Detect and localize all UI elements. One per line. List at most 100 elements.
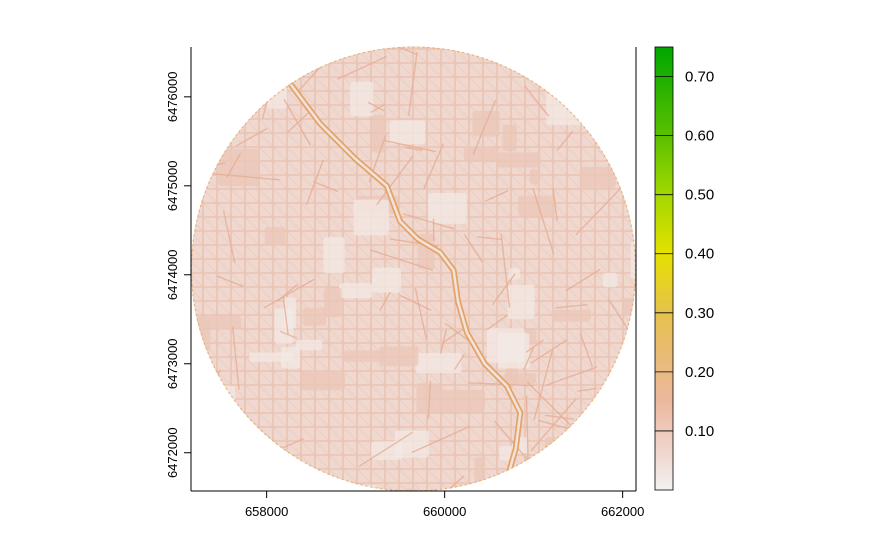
- raster-patch: [353, 199, 389, 236]
- raster-street: [575, 182, 626, 236]
- raster-street: [370, 249, 434, 271]
- raster-street: [228, 467, 247, 472]
- raster-patch: [486, 328, 525, 363]
- raster-street: [500, 233, 511, 308]
- raster-patch: [588, 99, 618, 108]
- raster-street: [486, 314, 509, 331]
- raster-patch: [463, 146, 496, 163]
- raster-street: [552, 187, 558, 221]
- y-tick-label: 6473000: [165, 338, 180, 389]
- raster-street: [384, 139, 437, 153]
- raster-patch: [202, 385, 236, 416]
- raster-street: [530, 338, 568, 364]
- raster-street: [216, 275, 244, 288]
- raster-street: [523, 346, 535, 370]
- raster-patch: [439, 389, 485, 413]
- raster-patch: [416, 383, 441, 414]
- raster-patch: [529, 169, 541, 185]
- colorbar-label: 0.20: [685, 364, 714, 381]
- raster-street: [402, 213, 454, 230]
- raster-street: [214, 173, 280, 181]
- raster-patch: [372, 114, 385, 153]
- raster-street: [282, 296, 289, 335]
- raster-patch: [600, 47, 616, 68]
- raster-street: [491, 273, 516, 306]
- colorbar-label: 0.10: [685, 423, 714, 440]
- raster-street: [463, 234, 483, 263]
- colorbar-label: 0.60: [685, 128, 714, 145]
- raster-street: [472, 99, 497, 156]
- raster-street: [616, 169, 631, 181]
- y-axis: 6472000 6473000 6474000 6475000 6476000: [165, 72, 191, 478]
- raster-street: [367, 101, 385, 112]
- raster-street: [222, 210, 236, 263]
- raster-patch: [404, 488, 418, 492]
- raster-patch: [323, 287, 342, 318]
- raster-street: [493, 420, 532, 464]
- raster-patch: [579, 166, 616, 188]
- raster-patch: [428, 193, 467, 224]
- raster-street: [225, 152, 242, 179]
- raster-street: [542, 50, 592, 70]
- raster-street: [565, 268, 601, 292]
- raster-street: [287, 108, 313, 133]
- raster-patch: [218, 148, 259, 187]
- raster-patch: [264, 227, 286, 246]
- raster-street: [236, 127, 268, 147]
- raster-patch: [323, 237, 345, 274]
- raster-street: [525, 339, 544, 353]
- raster-patch: [302, 307, 327, 326]
- raster-patch: [599, 135, 635, 148]
- raster-street: [404, 146, 423, 152]
- raster-street: [577, 387, 597, 392]
- raster-street: [476, 236, 503, 241]
- raster-street: [523, 85, 550, 117]
- raster-street: [454, 354, 465, 370]
- raster-street: [540, 445, 573, 484]
- raster-patch: [191, 456, 213, 471]
- raster-street: [510, 477, 531, 492]
- x-axis: 658000 660000 662000: [245, 491, 644, 519]
- raster-street: [370, 103, 386, 114]
- y-tick-label: 6474000: [165, 249, 180, 300]
- raster-patch: [207, 107, 221, 119]
- colorbar-label: 0.50: [685, 187, 714, 204]
- raster-street: [231, 326, 240, 390]
- raster-patch: [622, 298, 636, 315]
- raster-patch: [519, 471, 560, 486]
- raster-patch: [371, 441, 403, 460]
- raster-patch: [601, 440, 636, 475]
- raster-street: [545, 414, 574, 420]
- raster-street: [518, 50, 546, 53]
- raster-street: [399, 294, 432, 311]
- raster-patch: [266, 81, 288, 109]
- raster-street: [414, 288, 428, 340]
- raster-street: [532, 187, 555, 255]
- raster-street: [219, 81, 237, 115]
- raster-street: [485, 190, 509, 202]
- raster-patch: [503, 372, 537, 384]
- raster-street: [526, 381, 575, 430]
- x-tick-label: 662000: [601, 504, 644, 519]
- raster-street: [525, 395, 529, 463]
- raster-street: [556, 130, 574, 151]
- y-tick-label: 6472000: [165, 427, 180, 478]
- raster-patch: [546, 92, 592, 125]
- raster-patch: [496, 152, 541, 168]
- colorbar: [654, 46, 674, 491]
- colorbar-label: 0.40: [685, 246, 714, 263]
- raster-street: [555, 303, 588, 309]
- raster-street: [545, 366, 598, 387]
- raster-patch: [415, 353, 462, 374]
- raster-street: [398, 46, 418, 56]
- raster-patch: [329, 485, 378, 492]
- raster-patch: [394, 430, 429, 458]
- raster-street: [579, 332, 594, 368]
- raster-patch: [557, 453, 602, 483]
- raster-patch: [502, 124, 517, 152]
- river-center: [278, 68, 522, 481]
- raster-patch: [295, 340, 323, 351]
- raster-patch: [619, 402, 636, 429]
- raster-patch: [602, 272, 618, 288]
